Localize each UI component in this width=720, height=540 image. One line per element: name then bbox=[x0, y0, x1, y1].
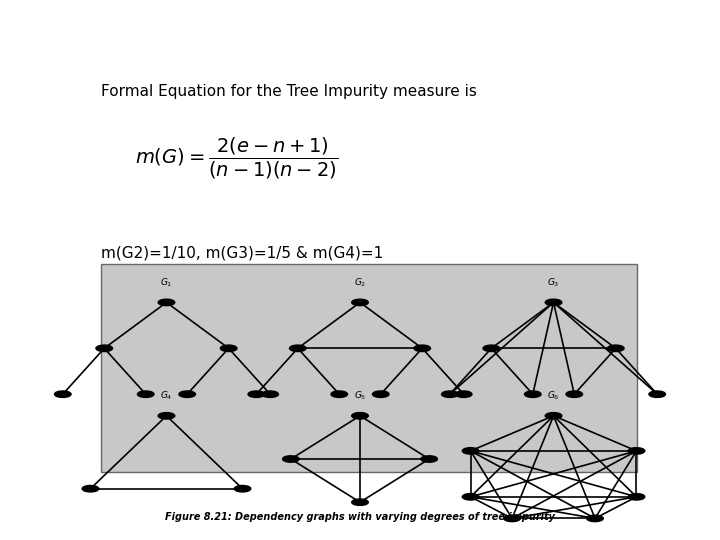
Circle shape bbox=[282, 456, 300, 462]
Circle shape bbox=[545, 413, 562, 419]
Circle shape bbox=[220, 345, 237, 352]
Circle shape bbox=[566, 391, 582, 397]
Text: $G_1$: $G_1$ bbox=[161, 276, 173, 289]
Circle shape bbox=[462, 448, 479, 454]
Text: m(G2)=1/10, m(G3)=1/5 & m(G4)=1: m(G2)=1/10, m(G3)=1/5 & m(G4)=1 bbox=[101, 246, 384, 261]
Circle shape bbox=[441, 391, 458, 397]
Circle shape bbox=[262, 391, 279, 397]
Circle shape bbox=[462, 494, 479, 500]
Circle shape bbox=[608, 345, 624, 352]
Text: $G_4$: $G_4$ bbox=[160, 390, 173, 402]
Circle shape bbox=[414, 345, 431, 352]
Circle shape bbox=[158, 299, 175, 306]
Circle shape bbox=[179, 391, 196, 397]
Circle shape bbox=[55, 391, 71, 397]
Circle shape bbox=[587, 515, 603, 522]
Circle shape bbox=[455, 391, 472, 397]
Circle shape bbox=[158, 413, 175, 419]
Circle shape bbox=[248, 391, 265, 397]
Circle shape bbox=[628, 448, 645, 454]
Circle shape bbox=[331, 391, 348, 397]
Circle shape bbox=[351, 299, 369, 306]
Circle shape bbox=[96, 345, 112, 352]
Circle shape bbox=[524, 391, 541, 397]
Text: $G_3$: $G_3$ bbox=[547, 276, 559, 289]
Text: Formal Equation for the Tree Impurity measure is: Formal Equation for the Tree Impurity me… bbox=[101, 84, 477, 98]
Circle shape bbox=[483, 345, 500, 352]
Circle shape bbox=[138, 391, 154, 397]
Circle shape bbox=[234, 485, 251, 492]
Circle shape bbox=[351, 499, 369, 505]
Text: $G_2$: $G_2$ bbox=[354, 276, 366, 289]
Text: $G_6$: $G_6$ bbox=[547, 390, 560, 402]
Circle shape bbox=[351, 413, 369, 419]
Text: $G_5$: $G_5$ bbox=[354, 390, 366, 402]
Text: $\mathbf{\mathit{m(G)}} = \dfrac{2(e - n + 1)}{(n-1)(n-2)}$: $\mathbf{\mathit{m(G)}} = \dfrac{2(e - n… bbox=[135, 136, 338, 180]
Circle shape bbox=[545, 299, 562, 306]
Circle shape bbox=[420, 456, 438, 462]
Circle shape bbox=[628, 494, 645, 500]
Circle shape bbox=[649, 391, 665, 397]
Circle shape bbox=[372, 391, 389, 397]
Circle shape bbox=[504, 515, 521, 522]
Bar bbox=[101, 265, 636, 472]
Circle shape bbox=[289, 345, 306, 352]
Text: Figure 8.21: Dependency graphs with varying degrees of tree impurity: Figure 8.21: Dependency graphs with vary… bbox=[165, 512, 555, 523]
Circle shape bbox=[82, 485, 99, 492]
